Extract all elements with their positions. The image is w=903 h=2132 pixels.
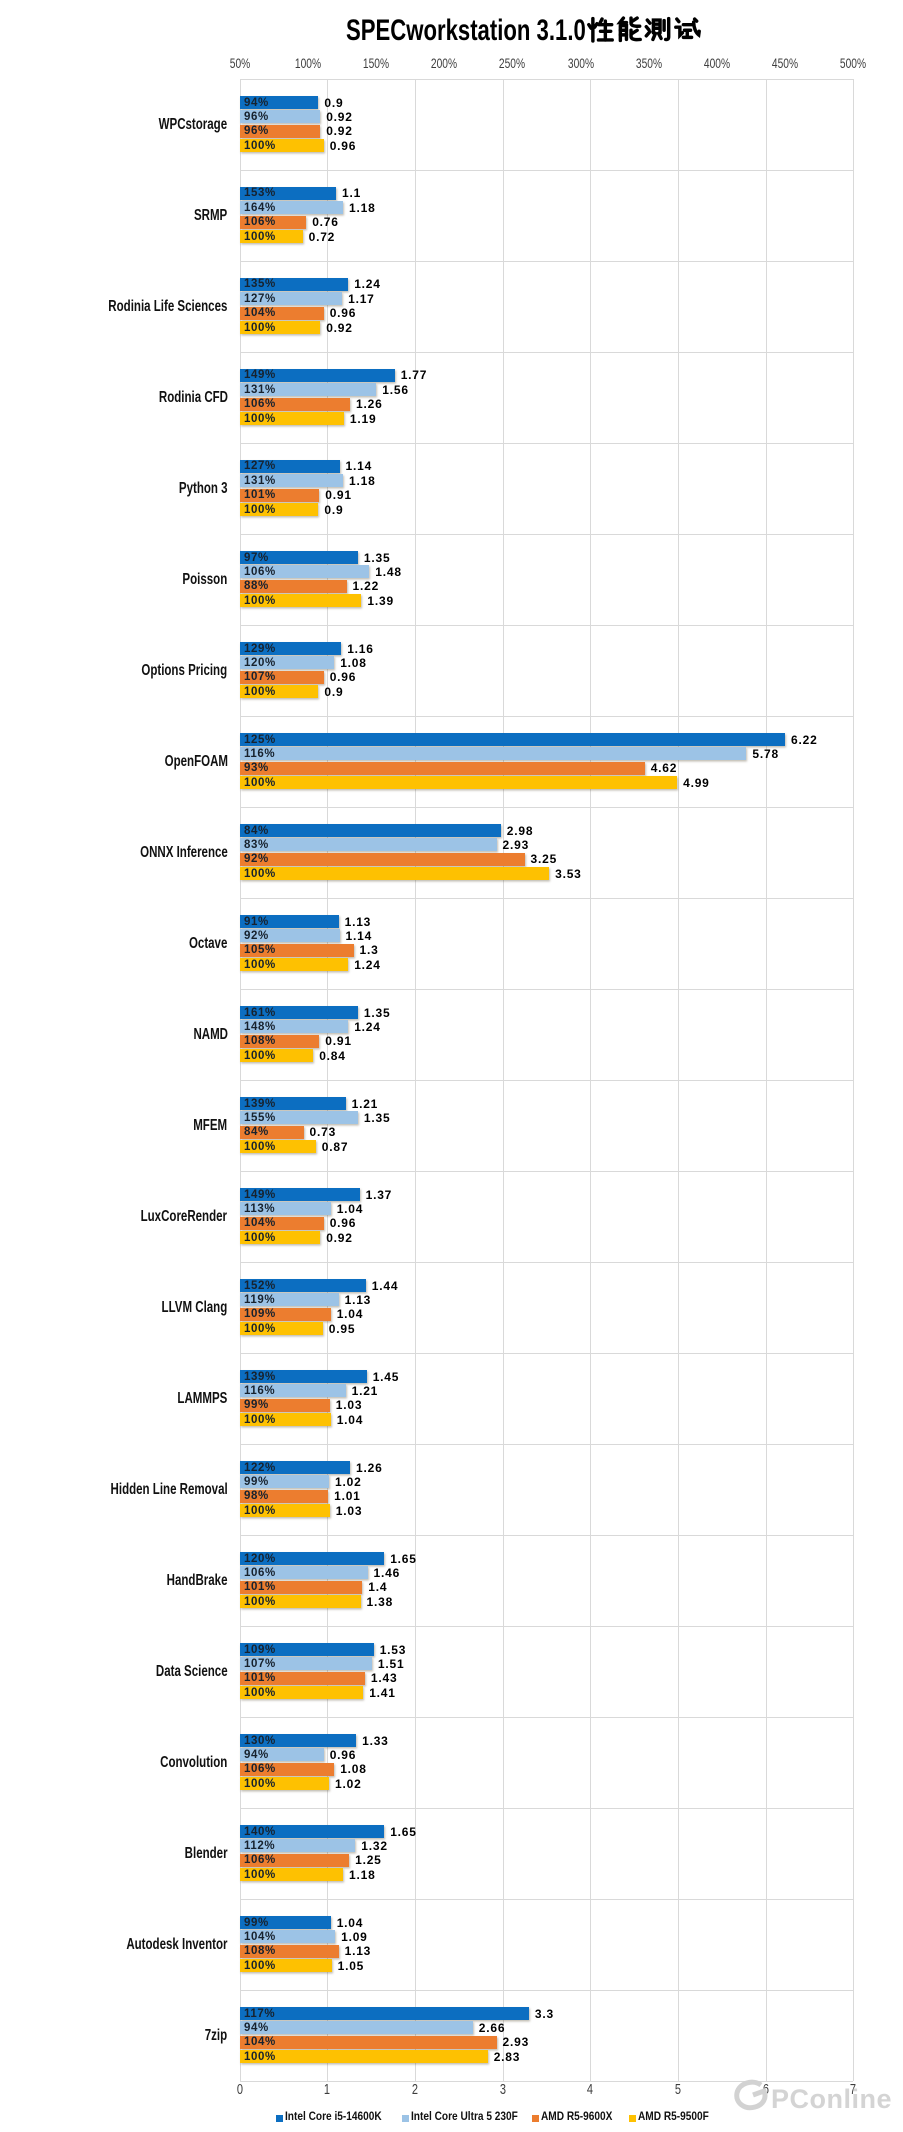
svg-text:PConline: PConline [771, 2084, 892, 2114]
